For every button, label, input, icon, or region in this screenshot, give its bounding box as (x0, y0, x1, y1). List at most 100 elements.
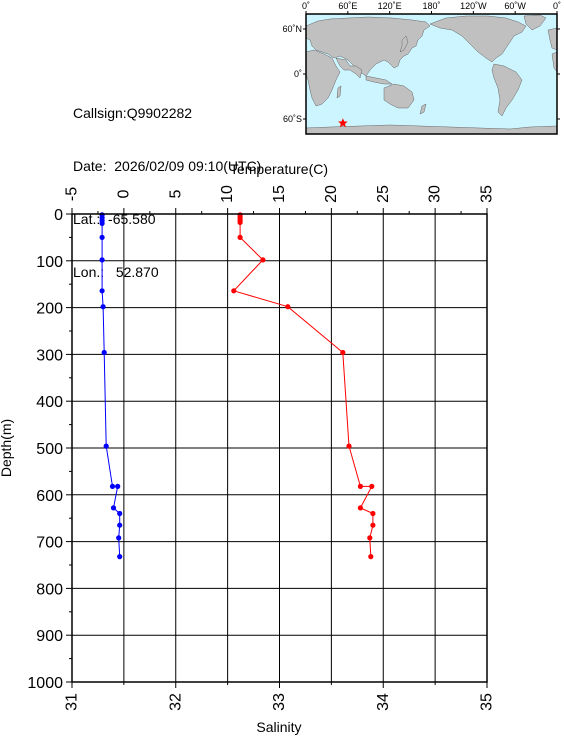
lon-label: Lon.: (73, 264, 105, 280)
date-label: Date: (73, 158, 107, 174)
callsign-row: Callsign:Q9902282 (73, 105, 261, 121)
land-new-zealand (419, 103, 427, 115)
land-north-america (429, 15, 527, 63)
map-ticks: 0˚ 60˚E 120˚E 180˚ 120˚W 60˚W 0˚ 60˚N 0˚ 60˚S (282, 1, 561, 124)
chart-grid (71, 213, 488, 683)
depth-tick-label: 700 (36, 535, 63, 552)
depth-tick-label: 200 (36, 301, 63, 318)
salinity-data-point (99, 234, 105, 240)
salinity-data-point (99, 257, 105, 263)
temperature-data-point (368, 554, 374, 560)
land-australia (383, 83, 415, 109)
salinity-data-point (100, 304, 106, 310)
temperature-tick-label: 15 (271, 185, 288, 203)
temperature-data-point (237, 234, 243, 240)
station-marker (338, 118, 348, 128)
map-lon-tick-label: 180˚ (422, 1, 440, 11)
date-value: 2026/02/09 09:10(UTC) (114, 158, 262, 174)
y-axis-label: Depth(m) (0, 419, 14, 477)
chart-series (99, 212, 376, 560)
land-indonesia (365, 75, 393, 85)
bottom-axis-label: Salinity (256, 719, 301, 735)
depth-tick-label: 400 (36, 394, 63, 411)
temperature-data-point (357, 505, 363, 511)
depth-tick-label: 600 (36, 488, 63, 505)
temperature-data-point (370, 522, 376, 528)
salinity-data-point (99, 220, 105, 226)
map-lon-tick-label: 120˚E (378, 1, 402, 11)
salinity-tick-label: 31 (64, 693, 81, 711)
map-land (305, 14, 558, 135)
temperature-tick-label: 20 (323, 185, 340, 203)
date-row: Date: 2026/02/09 09:10(UTC) (73, 158, 261, 174)
map-lon-tick-label: 0˚ (302, 1, 310, 11)
lat-row: Lat.: -65.580 (73, 211, 261, 227)
land-south-america (491, 63, 523, 117)
land-japan (399, 35, 409, 53)
map-lon-tick-label: 0˚ (553, 1, 561, 11)
salinity-profile-line (101, 214, 121, 557)
land-madagascar (336, 85, 342, 99)
depth-tick-label: 100 (36, 254, 63, 271)
depth-tick-label: 0 (54, 207, 63, 224)
map-lon-tick-label: 60˚E (338, 1, 357, 11)
salinity-data-point (103, 443, 109, 449)
depth-tick-label: 900 (36, 628, 63, 645)
location-map: 0˚ 60˚E 120˚E 180˚ 120˚W 60˚W 0˚ 60˚N 0˚ 60˚S (282, 1, 561, 135)
temperature-tick-label: 10 (219, 185, 236, 203)
temperature-data-point (357, 483, 363, 489)
temperature-tick-label: 5 (167, 189, 184, 198)
salinity-data-point (117, 510, 123, 517)
depth-tick-label: 1000 (27, 675, 63, 692)
temperature-data-point (231, 288, 237, 294)
salinity-data-point (101, 349, 107, 356)
salinity-data-point (99, 288, 105, 294)
depth-tick-label: 500 (36, 441, 63, 458)
salinity-tick-label: 35 (479, 693, 496, 711)
temperature-tick-label: 30 (427, 185, 444, 203)
land-africa (305, 49, 341, 107)
lon-row: Lon.: 52.870 (73, 264, 261, 280)
land-india (335, 57, 363, 79)
temperature-profile-line (232, 214, 374, 557)
lon-value: 52.870 (115, 264, 159, 280)
temperature-tick-label: 0 (115, 189, 132, 198)
salinity-data-point (117, 522, 123, 528)
station-info: Callsign:Q9902282 Date: 2026/02/09 09:10… (73, 73, 261, 296)
temperature-tick-label: 35 (479, 185, 496, 203)
salinity-tick-label: 32 (167, 693, 184, 711)
land-greenland (523, 14, 547, 31)
temperature-data-point (346, 443, 352, 449)
temperature-data-point (260, 257, 266, 263)
depth-tick-label: 300 (36, 347, 63, 364)
temperature-data-point (367, 535, 373, 541)
salinity-data-point (110, 505, 117, 511)
salinity-tick-label: 33 (271, 693, 288, 711)
map-lat-tick-label: 60˚N (282, 24, 302, 34)
temperature-tick-label: 25 (375, 185, 392, 203)
lat-label: Lat.: (73, 211, 101, 227)
map-lon-tick-label: 120˚W (460, 1, 487, 11)
lat-value: -65.580 (108, 211, 156, 227)
callsign-value: Q9902282 (126, 105, 193, 121)
map-lat-tick-label: 0˚ (294, 69, 302, 79)
salinity-data-point (115, 483, 121, 489)
temperature-data-point (285, 304, 291, 310)
map-lon-tick-label: 60˚W (504, 1, 526, 11)
temperature-data-point (370, 510, 376, 517)
depth-tick-label: 800 (36, 581, 63, 598)
salinity-data-point (109, 483, 116, 489)
temperature-data-point (369, 483, 375, 489)
salinity-tick-label: 34 (375, 693, 392, 711)
temperature-data-point (237, 219, 243, 225)
land-europe-west (547, 27, 558, 51)
land-eurasia (305, 16, 431, 77)
salinity-data-point (116, 535, 122, 541)
salinity-data-point (117, 554, 123, 560)
callsign-label: Callsign: (73, 105, 127, 121)
top-axis-label: Temperature(C) (230, 161, 328, 177)
temperature-data-point (340, 349, 346, 356)
map-lat-tick-label: 60˚S (283, 114, 302, 124)
